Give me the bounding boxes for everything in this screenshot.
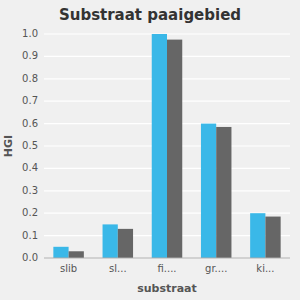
grid-line <box>44 257 290 258</box>
bars <box>53 34 280 258</box>
y-tick-label: 0.2 <box>22 207 38 218</box>
x-tick-label: slib <box>60 263 77 274</box>
chart-container: 0.0 0.1 0.2 0.3 0.4 0.5 0.6 0.7 0.8 0.9 1.0 slib sl.… <box>0 0 300 300</box>
y-tick-label: 0.0 <box>22 252 38 263</box>
bar <box>265 217 280 258</box>
bar <box>118 229 133 258</box>
y-axis-label: HGI <box>2 135 15 157</box>
y-tick-label: 0.8 <box>22 73 38 84</box>
x-tick-label: ki... <box>256 263 274 274</box>
bar <box>69 251 84 258</box>
y-tick-label: 0.3 <box>22 185 38 196</box>
y-tick-label: 0.9 <box>22 50 38 61</box>
x-tick-label: sl... <box>109 263 127 274</box>
x-tick-label: gr.... <box>205 263 227 274</box>
y-tick-label: 0.5 <box>22 140 38 151</box>
y-tick-label: 0.6 <box>22 118 38 129</box>
bar <box>216 127 231 258</box>
x-axis-label: substraat <box>137 282 197 295</box>
y-tick-label: 1.0 <box>22 28 38 39</box>
bar <box>103 224 118 258</box>
bar <box>250 213 265 258</box>
bar <box>152 34 167 258</box>
background <box>0 0 300 300</box>
grid <box>44 34 290 258</box>
y-tick-label: 0.1 <box>22 230 38 241</box>
chart: 0.0 0.1 0.2 0.3 0.4 0.5 0.6 0.7 0.8 0.9 1.0 slib sl.… <box>0 0 300 300</box>
title: Substraat paaigebied <box>59 6 241 24</box>
bar <box>201 124 216 258</box>
bar <box>53 247 68 258</box>
y-tick-label: 0.4 <box>22 162 38 173</box>
x-axis-line <box>44 258 290 259</box>
y-tick-label: 0.7 <box>22 95 38 106</box>
x-tick-label: fi.... <box>157 263 176 274</box>
bar <box>167 40 182 258</box>
